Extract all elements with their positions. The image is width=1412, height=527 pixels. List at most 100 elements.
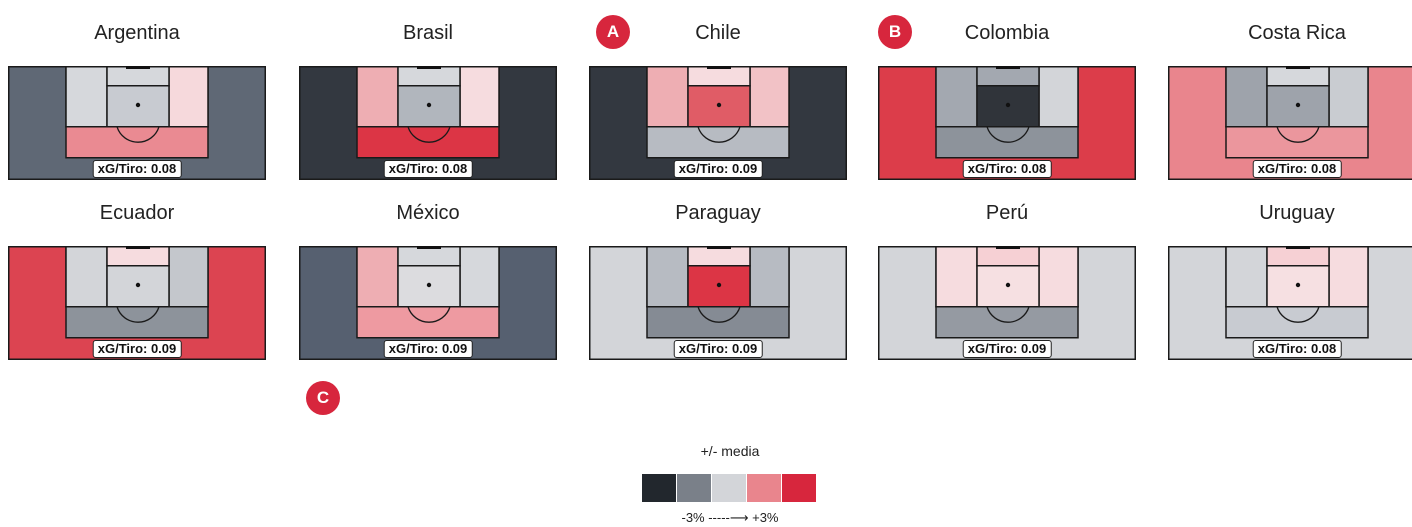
zone-box-right: [1328, 66, 1369, 128]
panel-title: Colombia: [964, 22, 1050, 44]
marker-b: B: [878, 15, 912, 49]
panel-title: Ecuador: [99, 202, 175, 224]
pitch-panel: Brasil xG/Tiro: 0.08: [299, 18, 557, 188]
zone-six-yard: [397, 66, 461, 87]
penalty-spot-dot: [716, 282, 722, 288]
legend-swatch: [642, 474, 676, 502]
legend-swatch: [712, 474, 746, 502]
penalty-spot-dot: [135, 282, 141, 288]
panel-title: Perú: [985, 202, 1029, 224]
penalty-spot-dot: [1005, 282, 1011, 288]
zone-six-yard: [976, 246, 1040, 267]
zone-box-right: [1038, 66, 1079, 128]
xg-label: xG/Tiro: 0.08: [383, 160, 473, 178]
zone-box-right: [459, 246, 500, 308]
pitch-panel: Argentina xG/Tiro: 0.08: [8, 18, 266, 188]
penalty-spot-dot: [1295, 282, 1301, 288]
zone-box-left: [935, 66, 978, 128]
legend-swatch: [782, 474, 816, 502]
zone-six-yard: [687, 246, 751, 267]
penalty-spot-dot: [716, 102, 722, 108]
pitch-heatmap: [299, 66, 557, 180]
pitch-panel: Paraguay xG/Tiro: 0.09: [589, 198, 847, 368]
penalty-spot-dot: [426, 102, 432, 108]
penalty-arc: [697, 306, 741, 323]
xg-label: xG/Tiro: 0.08: [1252, 160, 1342, 178]
legend-title: +/- media: [700, 443, 760, 459]
zone-box-left: [65, 246, 108, 308]
penalty-arc: [407, 306, 451, 323]
pitch-heatmap: [299, 246, 557, 360]
zone-box-right: [1328, 246, 1369, 308]
marker-a: A: [596, 15, 630, 49]
pitch-heatmap: [1168, 66, 1412, 180]
xg-label: xG/Tiro: 0.09: [673, 340, 763, 358]
pitch-heatmap: [589, 246, 847, 360]
xg-label: xG/Tiro: 0.09: [673, 160, 763, 178]
penalty-arc: [116, 306, 160, 323]
panel-title: Uruguay: [1259, 202, 1335, 224]
pitch-panel: Costa Rica xG/Tiro: 0.08: [1168, 18, 1412, 188]
pitch-panel: Uruguay xG/Tiro: 0.08: [1168, 198, 1412, 368]
xg-label: xG/Tiro: 0.08: [962, 160, 1052, 178]
penalty-arc: [986, 126, 1030, 143]
zone-box-right: [168, 66, 209, 128]
zone-fourteen: [65, 126, 209, 159]
xg-label: xG/Tiro: 0.09: [383, 340, 473, 358]
pitch-panel: Ecuador xG/Tiro: 0.09: [8, 198, 266, 368]
zone-six-yard: [1266, 66, 1330, 87]
zone-penalty-spot: [397, 85, 461, 128]
pitch-panel: México xG/Tiro: 0.09: [299, 198, 557, 368]
pitch-heatmap: [878, 66, 1136, 180]
zone-box-right: [749, 66, 790, 128]
legend-swatch: [747, 474, 781, 502]
zone-box-left: [935, 246, 978, 308]
penalty-arc: [986, 306, 1030, 323]
penalty-spot-dot: [1295, 102, 1301, 108]
pitch-heatmap: [589, 66, 847, 180]
zone-six-yard: [397, 246, 461, 267]
panel-title: Costa Rica: [1248, 22, 1346, 44]
xg-label: xG/Tiro: 0.09: [92, 340, 182, 358]
zone-box-left: [356, 66, 399, 128]
zone-penalty-spot: [1266, 265, 1330, 308]
pitch-panel: Perú xG/Tiro: 0.09: [878, 198, 1136, 368]
penalty-spot-dot: [1005, 102, 1011, 108]
penalty-arc: [1276, 306, 1320, 323]
xg-label: xG/Tiro: 0.09: [962, 340, 1052, 358]
pitch-panel: Colombia xG/Tiro: 0.08: [878, 18, 1136, 188]
penalty-spot-dot: [135, 102, 141, 108]
panel-title: Argentina: [94, 22, 180, 44]
penalty-arc: [116, 126, 160, 143]
zone-fourteen: [646, 306, 790, 339]
zone-six-yard: [106, 66, 170, 87]
pitch-heatmap: [8, 66, 266, 180]
penalty-arc: [407, 126, 451, 143]
penalty-arc: [1276, 126, 1320, 143]
panel-title: Paraguay: [675, 202, 761, 224]
zone-six-yard: [106, 246, 170, 267]
xg-label: xG/Tiro: 0.08: [92, 160, 182, 178]
xg-label: xG/Tiro: 0.08: [1252, 340, 1342, 358]
penalty-spot-dot: [426, 282, 432, 288]
legend-range: -3% -----⟶ +3%: [681, 510, 779, 525]
panel-title: Brasil: [402, 22, 453, 44]
zone-box-left: [65, 66, 108, 128]
marker-c: C: [306, 381, 340, 415]
zone-box-left: [646, 66, 689, 128]
panel-title: Chile: [695, 22, 741, 44]
zone-box-left: [646, 246, 689, 308]
panel-title: México: [396, 202, 460, 224]
zone-box-right: [1038, 246, 1079, 308]
zone-box-left: [356, 246, 399, 308]
pitch-panel: Chile xG/Tiro: 0.09: [589, 18, 847, 188]
zone-box-left: [1225, 246, 1268, 308]
legend-swatches: [642, 474, 816, 502]
zone-box-right: [168, 246, 209, 308]
legend-swatch: [677, 474, 711, 502]
penalty-arc: [697, 126, 741, 143]
zone-box-left: [1225, 66, 1268, 128]
zone-six-yard: [1266, 246, 1330, 267]
zone-box-right: [749, 246, 790, 308]
zone-six-yard: [976, 66, 1040, 87]
